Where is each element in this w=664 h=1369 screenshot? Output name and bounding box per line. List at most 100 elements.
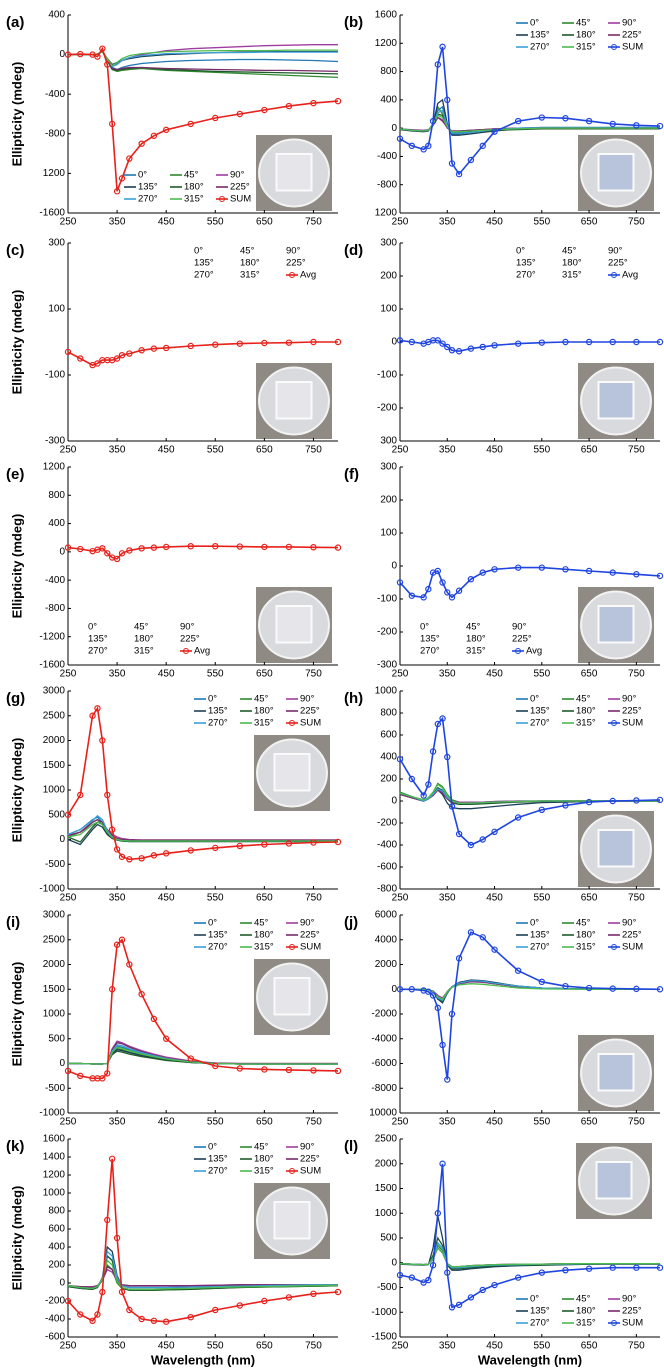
data-point xyxy=(236,340,244,347)
data-point xyxy=(455,955,463,962)
data-point xyxy=(334,838,342,846)
data-point xyxy=(334,1288,342,1296)
y-tick-label: 1400 xyxy=(43,1152,66,1163)
data-point xyxy=(113,555,121,563)
series-line xyxy=(67,1158,339,1323)
x-tick-label: 350 xyxy=(109,669,126,680)
legend-label: 135° xyxy=(530,930,550,941)
legend-label: 180° xyxy=(254,930,274,941)
y-tick-label: 400 xyxy=(380,94,397,105)
legend-label: 45° xyxy=(576,918,591,929)
data-point xyxy=(609,797,616,805)
data-point xyxy=(538,339,546,346)
y-tick-label: -800 xyxy=(377,179,397,190)
data-point xyxy=(64,1297,72,1305)
legend-label: 180° xyxy=(184,182,204,193)
data-point xyxy=(113,1234,121,1242)
data-point xyxy=(448,1304,456,1311)
data-point xyxy=(99,545,106,552)
data-point xyxy=(138,1315,145,1323)
data-point xyxy=(113,846,121,853)
data-point xyxy=(448,594,456,601)
data-point xyxy=(138,347,145,354)
legend-label: 270° xyxy=(194,270,214,281)
y-tick-label: -4000 xyxy=(371,1033,397,1044)
data-point xyxy=(118,1288,126,1296)
legend-label: 135° xyxy=(208,706,228,717)
x-tick-label: 750 xyxy=(628,669,645,680)
data-point xyxy=(310,1290,317,1298)
data-point xyxy=(479,343,486,351)
data-point xyxy=(236,110,244,118)
legend-label: 315° xyxy=(254,942,274,953)
y-tick-label: -400 xyxy=(45,89,65,100)
data-point xyxy=(126,961,133,968)
legend-label: 180° xyxy=(576,930,596,941)
legend-marker xyxy=(611,944,617,950)
data-point xyxy=(585,1265,593,1272)
legend-label: 135° xyxy=(516,258,536,269)
data-point xyxy=(212,1306,219,1314)
x-tick-label: 250 xyxy=(60,669,77,680)
legend-label: 270° xyxy=(530,942,550,953)
data-point xyxy=(656,338,664,346)
data-point xyxy=(562,566,569,573)
data-point xyxy=(467,841,475,849)
x-axis-label: Wavelength (nm) xyxy=(151,1352,255,1367)
legend-label: 0° xyxy=(208,694,217,705)
data-point xyxy=(434,1004,442,1012)
legend-label: 315° xyxy=(576,718,596,729)
x-axis-label: Wavelength (nm) xyxy=(478,1352,582,1367)
legend-label: 90° xyxy=(622,18,637,29)
data-point xyxy=(126,350,133,357)
y-tick-label: 100 xyxy=(380,304,397,315)
data-point xyxy=(310,99,317,107)
data-point xyxy=(467,1294,475,1301)
legend-label: 0° xyxy=(208,918,217,929)
data-point xyxy=(448,1010,456,1018)
data-point xyxy=(538,978,546,986)
legend-label: 270° xyxy=(208,1166,228,1177)
y-tick-label: 200 xyxy=(48,1260,65,1271)
data-point xyxy=(334,97,342,105)
data-point xyxy=(162,126,170,134)
data-point xyxy=(538,114,546,121)
y-tick-label: -1000 xyxy=(371,1307,397,1318)
data-point xyxy=(104,1216,111,1224)
y-tick-label: 1000 xyxy=(43,1009,66,1020)
legend-label: 180° xyxy=(576,1306,596,1317)
data-point xyxy=(108,1155,116,1163)
x-tick-label: 550 xyxy=(207,1117,224,1128)
series-line xyxy=(400,983,660,1000)
legend-label: 270° xyxy=(530,718,550,729)
data-point xyxy=(609,1264,616,1271)
y-tick-label: 500 xyxy=(48,1033,65,1044)
y-tick-label: 100 xyxy=(48,304,65,315)
data-point xyxy=(434,61,442,68)
data-point xyxy=(425,585,432,593)
y-tick-label: 6000 xyxy=(375,910,398,921)
y-tick-label: 1600 xyxy=(375,10,398,21)
y-tick-label: 600 xyxy=(48,1224,65,1235)
data-point xyxy=(236,1302,244,1309)
legend-label: 180° xyxy=(134,634,154,645)
data-point xyxy=(261,543,268,551)
data-point xyxy=(439,340,446,347)
x-tick-label: 250 xyxy=(60,445,77,456)
data-point xyxy=(448,347,456,354)
data-point xyxy=(77,1311,84,1318)
data-point xyxy=(212,114,219,122)
x-tick-label: 350 xyxy=(109,217,126,228)
data-point xyxy=(162,850,170,857)
x-tick-label: 450 xyxy=(486,445,503,456)
series-line xyxy=(400,931,661,1080)
data-point xyxy=(150,544,158,551)
panel-label: (i) xyxy=(6,914,20,931)
y-tick-label: -100 xyxy=(377,594,397,605)
data-point xyxy=(261,1297,268,1305)
data-point xyxy=(439,1160,446,1167)
legend-label: 225° xyxy=(286,258,306,269)
legend-label: 45° xyxy=(254,1142,269,1153)
panel-label: (b) xyxy=(344,14,363,31)
x-tick-label: 250 xyxy=(392,669,409,680)
